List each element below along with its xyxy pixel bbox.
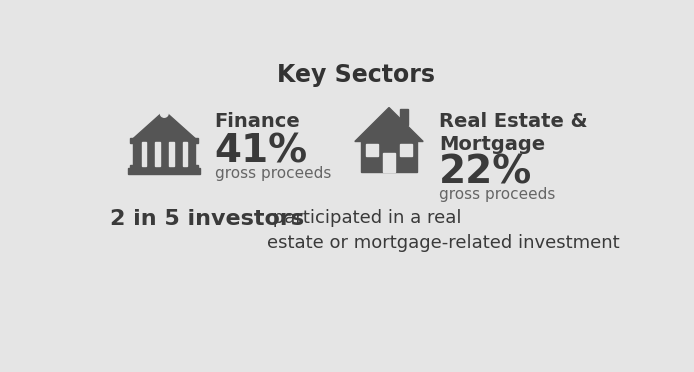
Bar bbox=[133, 142, 195, 166]
Text: 22%: 22% bbox=[439, 154, 532, 192]
Bar bbox=[400, 109, 407, 125]
Bar bbox=[362, 140, 416, 172]
Polygon shape bbox=[132, 111, 197, 140]
Text: gross proceeds: gross proceeds bbox=[214, 166, 331, 180]
Text: 2 in 5 investors: 2 in 5 investors bbox=[110, 209, 304, 230]
Bar bbox=[183, 142, 187, 166]
Text: Key Sectors: Key Sectors bbox=[277, 63, 434, 87]
Bar bbox=[130, 165, 198, 169]
Bar bbox=[384, 154, 394, 172]
Bar bbox=[130, 138, 198, 143]
Circle shape bbox=[160, 109, 168, 117]
Text: gross proceeds: gross proceeds bbox=[439, 187, 556, 202]
Text: Finance: Finance bbox=[214, 112, 301, 131]
Text: Real Estate &
Mortgage: Real Estate & Mortgage bbox=[439, 112, 588, 154]
Bar bbox=[169, 142, 174, 166]
Bar bbox=[128, 169, 200, 174]
Bar bbox=[142, 142, 146, 166]
Text: participated in a real
estate or mortgage-related investment: participated in a real estate or mortgag… bbox=[266, 209, 619, 252]
Polygon shape bbox=[355, 108, 423, 141]
Bar bbox=[366, 144, 378, 156]
Text: 41%: 41% bbox=[214, 132, 307, 170]
Bar bbox=[400, 144, 412, 156]
Bar bbox=[155, 142, 160, 166]
